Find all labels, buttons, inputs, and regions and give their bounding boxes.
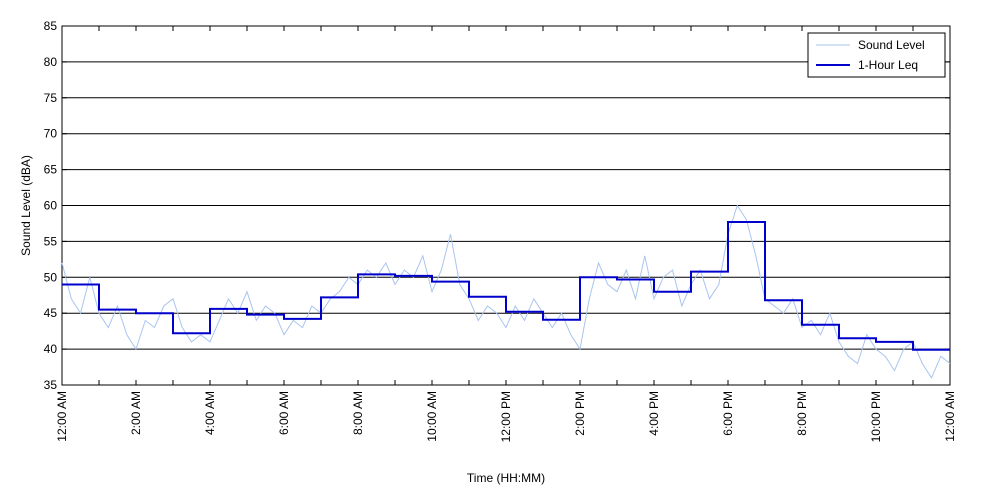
y-tick-label: 70	[44, 127, 58, 141]
y-tick-label: 55	[44, 234, 58, 248]
axes	[61, 25, 951, 386]
y-tick-label: 35	[44, 378, 58, 392]
x-tick-label: 6:00 AM	[277, 391, 291, 435]
x-tick-label: 2:00 AM	[129, 391, 143, 435]
y-tick-label: 75	[44, 91, 58, 105]
x-tick-label: 10:00 PM	[869, 391, 883, 442]
y-tick-label: 45	[44, 306, 58, 320]
legend: Sound Level 1-Hour Leq	[807, 32, 946, 78]
y-axis-label: Sound Level (dBA)	[19, 155, 33, 256]
tick-labels: 35 40 45 50 55 60 65 70 75 80 85 12:00 AM 2:00 AM 4:0…	[44, 19, 957, 442]
x-tick-label: 2:00 PM	[573, 391, 587, 436]
leq-step-line	[62, 221, 950, 351]
y-tick-label: 85	[44, 19, 58, 33]
x-tick-label: 12:00 PM	[499, 391, 513, 442]
y-tick-label: 65	[44, 163, 58, 177]
y-tick-label: 50	[44, 270, 58, 284]
y-tick-label: 60	[44, 199, 58, 213]
y-tick-label: 80	[44, 55, 58, 69]
x-tick-label: 6:00 PM	[721, 391, 735, 436]
x-tick-label: 4:00 PM	[647, 391, 661, 436]
x-tick-label: 8:00 PM	[795, 391, 809, 436]
series	[61, 204, 951, 379]
legend-label-sound-level: Sound Level	[858, 38, 925, 52]
plot-frame	[61, 25, 951, 386]
x-tick-label: 12:00 AM	[55, 391, 69, 442]
gridlines	[62, 61, 950, 350]
x-tick-label: 10:00 AM	[425, 391, 439, 442]
legend-box	[807, 32, 946, 78]
x-tick-label: 12:00 AM	[943, 391, 957, 442]
x-tick-label: 8:00 AM	[351, 391, 365, 435]
legend-label-1-hour-leq: 1-Hour Leq	[858, 58, 918, 72]
y-tick-label: 40	[44, 342, 58, 356]
x-axis-label: Time (HH:MM)	[467, 471, 545, 485]
sound-level-line	[61, 204, 951, 379]
x-tick-label: 4:00 AM	[203, 391, 217, 435]
